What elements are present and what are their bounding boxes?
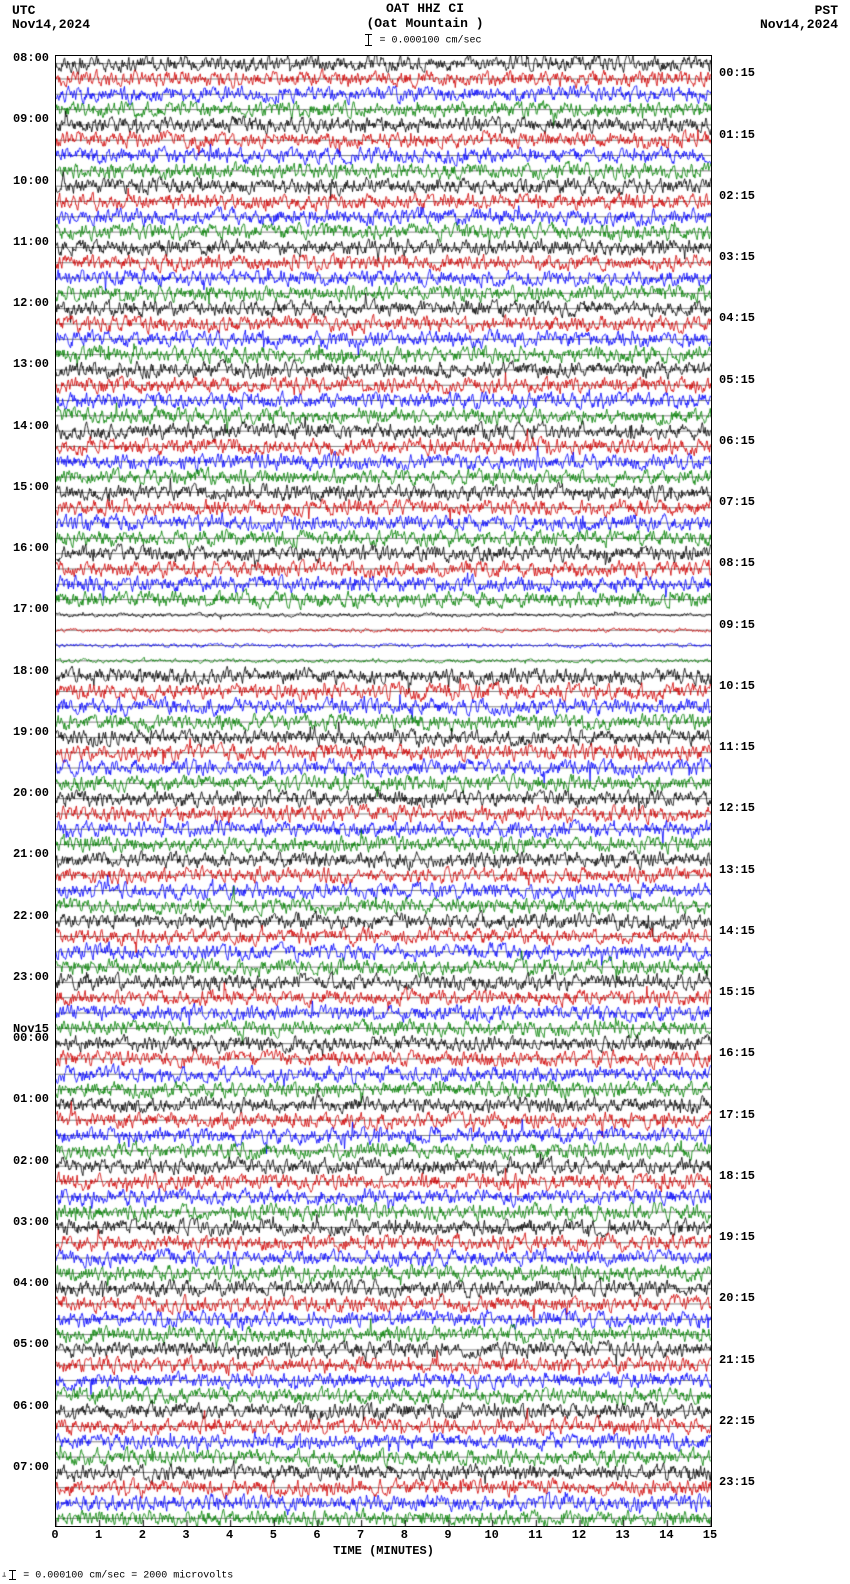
pst-time-label: 17:15	[719, 1109, 755, 1121]
footer-scale: ⊥ = 0.000100 cm/sec = 2000 microvolts	[2, 1570, 233, 1582]
pst-time-label: 14:15	[719, 925, 755, 937]
pst-time-label: 05:15	[719, 374, 755, 386]
utc-time-label: 04:00	[13, 1277, 49, 1289]
pst-time-label: 16:15	[719, 1047, 755, 1059]
utc-time-axis: 08:00 09:00 10:00 11:00 12:00 13:00 14:00 15:00…	[0, 55, 53, 1525]
seismogram-canvas	[56, 56, 711, 1526]
utc-time-label: 08:00	[13, 52, 49, 64]
utc-time-label: 07:00	[13, 1461, 49, 1473]
station-name: (Oat Mountain )	[366, 16, 483, 31]
utc-time-label: 12:00	[13, 297, 49, 309]
pst-time-label: 06:15	[719, 435, 755, 447]
x-tick: 8	[401, 1528, 408, 1542]
pst-time-label: 20:15	[719, 1292, 755, 1304]
helicorder-plot	[55, 55, 712, 1527]
pst-time-label: 15:15	[719, 986, 755, 998]
utc-time-label: 09:00	[13, 113, 49, 125]
pst-time-label: 23:15	[719, 1476, 755, 1488]
x-tick: 9	[444, 1528, 451, 1542]
footer-tick-icon: ⊥	[2, 1572, 6, 1580]
amplitude-scale-text: = 0.000100 cm/sec	[379, 36, 481, 47]
utc-time-label: 17:00	[13, 603, 49, 615]
pst-time-label: 02:15	[719, 190, 755, 202]
utc-time-label: 14:00	[13, 420, 49, 432]
pst-time-label: 01:15	[719, 129, 755, 141]
x-tick: 6	[313, 1528, 320, 1542]
right-tz: PST	[815, 3, 838, 18]
utc-time-label: 01:00	[13, 1093, 49, 1105]
pst-time-label: 13:15	[719, 864, 755, 876]
x-axis-label: TIME (MINUTES)	[55, 1544, 712, 1558]
utc-time-label: 11:00	[13, 236, 49, 248]
pst-time-label: 11:15	[719, 741, 755, 753]
pst-time-label: 00:15	[719, 67, 755, 79]
x-tick: 0	[51, 1528, 58, 1542]
utc-time-label: 16:00	[13, 542, 49, 554]
footer-text: = 0.000100 cm/sec = 2000 microvolts	[23, 1571, 233, 1582]
utc-time-label: 22:00	[13, 910, 49, 922]
amplitude-scale: = 0.000100 cm/sec	[0, 34, 850, 47]
x-tick: 15	[703, 1528, 717, 1542]
utc-time-label: 13:00	[13, 358, 49, 370]
header-center: OAT HHZ CI (Oat Mountain )	[0, 2, 850, 32]
utc-time-label: 19:00	[13, 726, 49, 738]
utc-time-label: 02:00	[13, 1155, 49, 1167]
utc-time-label: 20:00	[13, 787, 49, 799]
right-date: Nov14,2024	[760, 17, 838, 32]
utc-time-label: 10:00	[13, 175, 49, 187]
station-code: OAT HHZ CI	[386, 1, 464, 16]
x-tick: 7	[357, 1528, 364, 1542]
helicorder-page: UTC Nov14,2024 OAT HHZ CI (Oat Mountain …	[0, 0, 850, 1584]
pst-time-label: 10:15	[719, 680, 755, 692]
header: UTC Nov14,2024 OAT HHZ CI (Oat Mountain …	[0, 0, 850, 50]
pst-time-label: 18:15	[719, 1170, 755, 1182]
header-right: PST Nov14,2024	[760, 4, 838, 33]
utc-time-label: 23:00	[13, 971, 49, 983]
utc-time-label: 15:00	[13, 481, 49, 493]
x-tick: 12	[572, 1528, 586, 1542]
x-tick: 2	[139, 1528, 146, 1542]
pst-time-label: 04:15	[719, 312, 755, 324]
utc-time-label: 18:00	[13, 665, 49, 677]
pst-time-axis: 00:15 01:15 02:15 03:15 04:15 05:15 06:15 07:15…	[715, 55, 835, 1525]
pst-time-label: 19:15	[719, 1231, 755, 1243]
pst-time-label: 07:15	[719, 496, 755, 508]
x-tick: 11	[528, 1528, 542, 1542]
x-tick: 1	[95, 1528, 102, 1542]
x-tick: 5	[270, 1528, 277, 1542]
x-tick: 3	[182, 1528, 189, 1542]
utc-time-label: 21:00	[13, 848, 49, 860]
pst-time-label: 22:15	[719, 1415, 755, 1427]
pst-time-label: 03:15	[719, 251, 755, 263]
x-tick: 10	[484, 1528, 498, 1542]
footer-scale-bar-icon	[12, 1570, 13, 1580]
pst-time-label: 21:15	[719, 1354, 755, 1366]
utc-time-label: 00:00	[13, 1032, 49, 1044]
utc-time-label: 03:00	[13, 1216, 49, 1228]
pst-time-label: 12:15	[719, 802, 755, 814]
x-tick: 14	[659, 1528, 673, 1542]
pst-time-label: 09:15	[719, 619, 755, 631]
x-tick: 13	[615, 1528, 629, 1542]
utc-time-label: 05:00	[13, 1338, 49, 1350]
minutes-axis: TIME (MINUTES) 0123456789101112131415	[55, 1528, 712, 1568]
scale-bar-icon	[368, 34, 369, 46]
pst-time-label: 08:15	[719, 557, 755, 569]
utc-time-label: 06:00	[13, 1400, 49, 1412]
x-tick: 4	[226, 1528, 233, 1542]
